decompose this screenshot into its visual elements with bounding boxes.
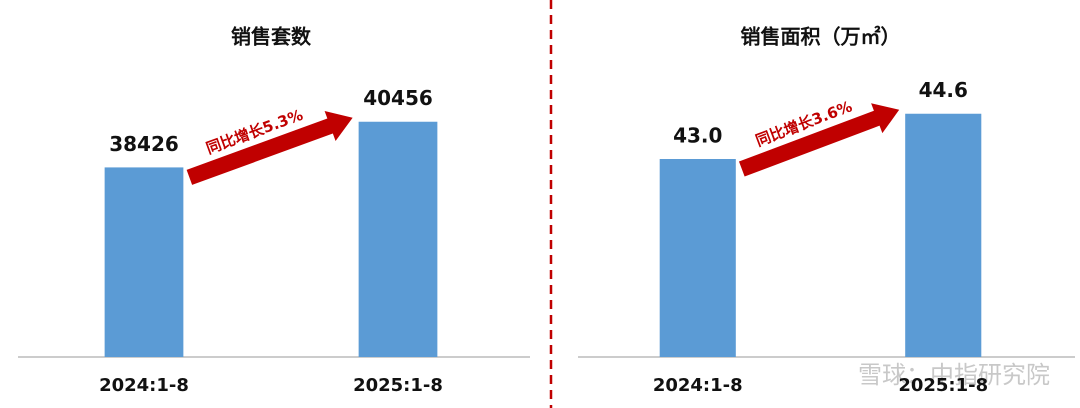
- x-tick-label: 2024:1-8: [653, 375, 743, 396]
- value-label: 40456: [363, 86, 433, 110]
- bar: [905, 113, 982, 357]
- value-label: 44.6: [919, 78, 968, 102]
- bar: [659, 159, 736, 357]
- x-tick-label: 2025:1-8: [898, 375, 988, 396]
- bar: [104, 167, 184, 357]
- arrow: [738, 103, 900, 177]
- chart-title: 销售套数: [231, 25, 312, 49]
- chart-title: 销售面积（万㎡）: [741, 25, 901, 49]
- value-label: 38426: [109, 132, 179, 156]
- bar: [358, 121, 438, 358]
- x-tick-label: 2025:1-8: [353, 375, 443, 396]
- arrow: [186, 110, 353, 185]
- watermark: 雪球：中指研究院: [858, 361, 1050, 389]
- x-tick-label: 2024:1-8: [99, 375, 189, 396]
- value-label: 43.0: [673, 124, 722, 148]
